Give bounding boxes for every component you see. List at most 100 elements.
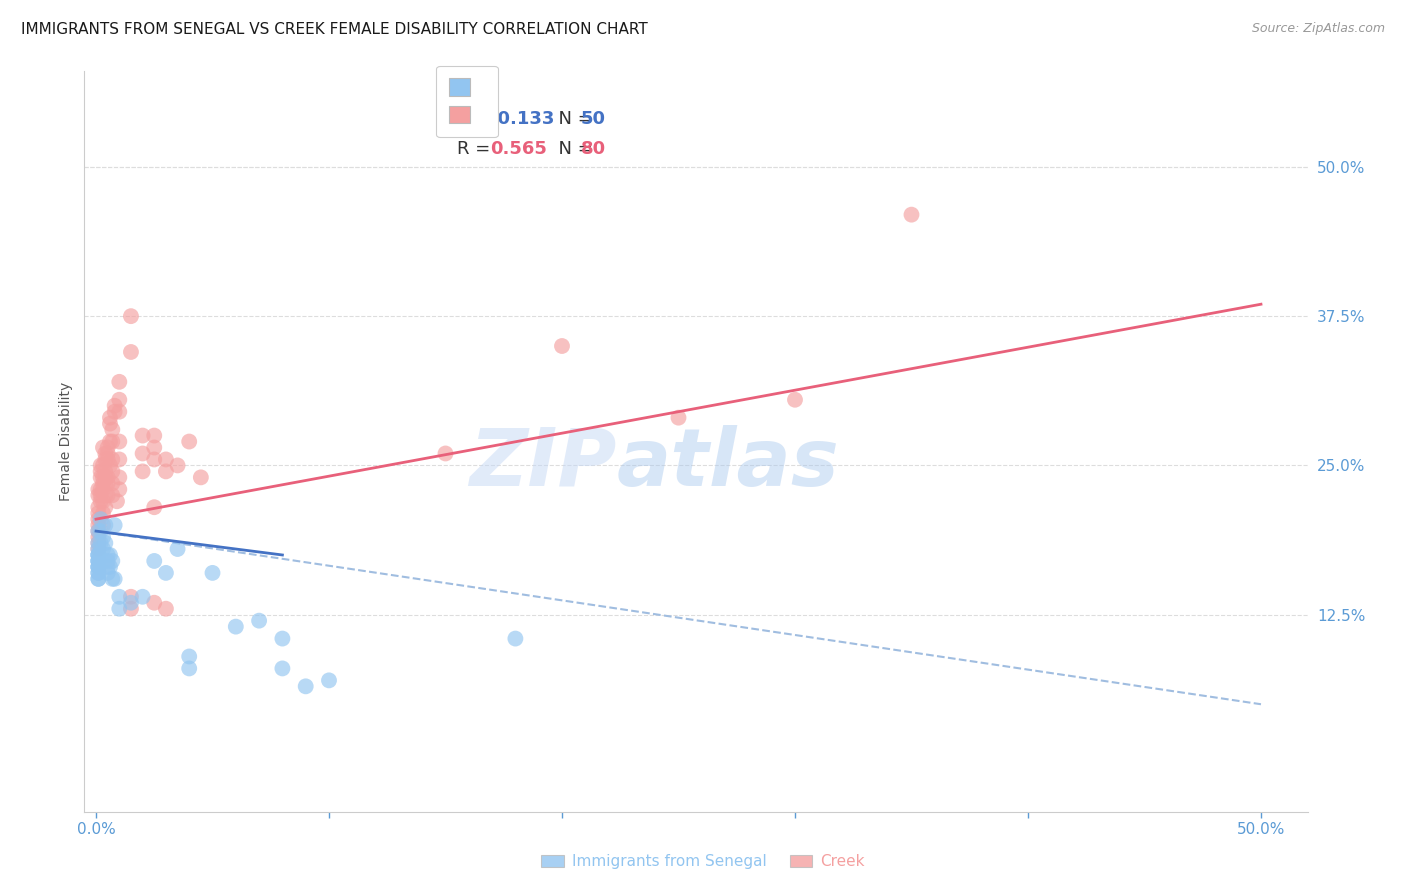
Point	[98, 560, 121, 574]
Point	[104, 572, 127, 586]
Point	[87, 506, 110, 520]
Point	[179, 649, 201, 664]
Point	[131, 428, 153, 442]
Point	[87, 524, 110, 538]
Point	[108, 590, 131, 604]
Point	[108, 392, 131, 407]
Point	[155, 566, 177, 580]
Point	[97, 476, 120, 491]
Point	[91, 530, 114, 544]
Point	[90, 464, 112, 478]
Text: N =: N =	[547, 140, 598, 158]
Point	[98, 434, 121, 449]
Point	[98, 410, 121, 425]
Point	[94, 536, 117, 550]
Point	[94, 488, 117, 502]
Point	[190, 470, 212, 484]
Point	[91, 470, 114, 484]
Point	[87, 554, 110, 568]
Point	[90, 458, 112, 473]
Point	[783, 392, 806, 407]
Point	[91, 458, 114, 473]
Point	[505, 632, 527, 646]
Point	[87, 488, 110, 502]
Point	[87, 483, 110, 497]
Point	[94, 464, 117, 478]
Point	[120, 590, 142, 604]
Point	[87, 560, 110, 574]
Point	[98, 548, 121, 562]
Point	[143, 554, 166, 568]
Point	[87, 566, 110, 580]
Point	[120, 309, 142, 323]
Point	[104, 405, 127, 419]
Text: ZIP: ZIP	[470, 425, 616, 503]
Point	[166, 458, 188, 473]
Point	[97, 452, 120, 467]
Point	[91, 518, 114, 533]
Point	[179, 661, 201, 675]
Point	[101, 572, 124, 586]
Point	[551, 339, 574, 353]
Point	[94, 518, 117, 533]
Point	[108, 405, 131, 419]
Point	[201, 566, 224, 580]
Point	[91, 494, 114, 508]
Point	[90, 483, 112, 497]
Point	[108, 434, 131, 449]
Point	[87, 554, 110, 568]
Point	[101, 464, 124, 478]
Point	[90, 470, 112, 484]
Text: R =: R =	[457, 140, 496, 158]
Point	[87, 541, 110, 556]
Point	[97, 441, 120, 455]
Point	[271, 661, 294, 675]
Point	[94, 446, 117, 460]
Point	[294, 679, 316, 693]
Point	[97, 566, 120, 580]
Text: 50: 50	[581, 111, 606, 128]
Point	[91, 483, 114, 497]
Point	[90, 488, 112, 502]
Point	[90, 512, 112, 526]
Point	[97, 548, 120, 562]
Point	[90, 524, 112, 538]
Point	[91, 541, 114, 556]
Point	[87, 524, 110, 538]
Point	[87, 548, 110, 562]
Point	[87, 518, 110, 533]
Point	[97, 446, 120, 460]
Point	[120, 345, 142, 359]
Point	[97, 554, 120, 568]
Legend:  ,  : ,	[436, 66, 498, 137]
Point	[87, 560, 110, 574]
Point	[87, 536, 110, 550]
Point	[143, 441, 166, 455]
Point	[97, 560, 120, 574]
Point	[101, 423, 124, 437]
Point	[87, 512, 110, 526]
Point	[91, 506, 114, 520]
Point	[90, 494, 112, 508]
Point	[91, 476, 114, 491]
Point	[143, 428, 166, 442]
Point	[120, 601, 142, 615]
Point	[97, 488, 120, 502]
Legend: Immigrants from Senegal, Creek: Immigrants from Senegal, Creek	[536, 848, 870, 875]
Text: -0.133: -0.133	[491, 111, 555, 128]
Point	[104, 399, 127, 413]
Point	[143, 452, 166, 467]
Point	[271, 632, 294, 646]
Point	[91, 441, 114, 455]
Text: atlas: atlas	[616, 425, 839, 503]
Point	[87, 554, 110, 568]
Point	[179, 434, 201, 449]
Point	[900, 208, 922, 222]
Point	[98, 417, 121, 431]
Text: Source: ZipAtlas.com: Source: ZipAtlas.com	[1251, 22, 1385, 36]
Point	[101, 452, 124, 467]
Point	[94, 500, 117, 515]
Point	[143, 500, 166, 515]
Text: R =: R =	[457, 111, 496, 128]
Point	[131, 446, 153, 460]
